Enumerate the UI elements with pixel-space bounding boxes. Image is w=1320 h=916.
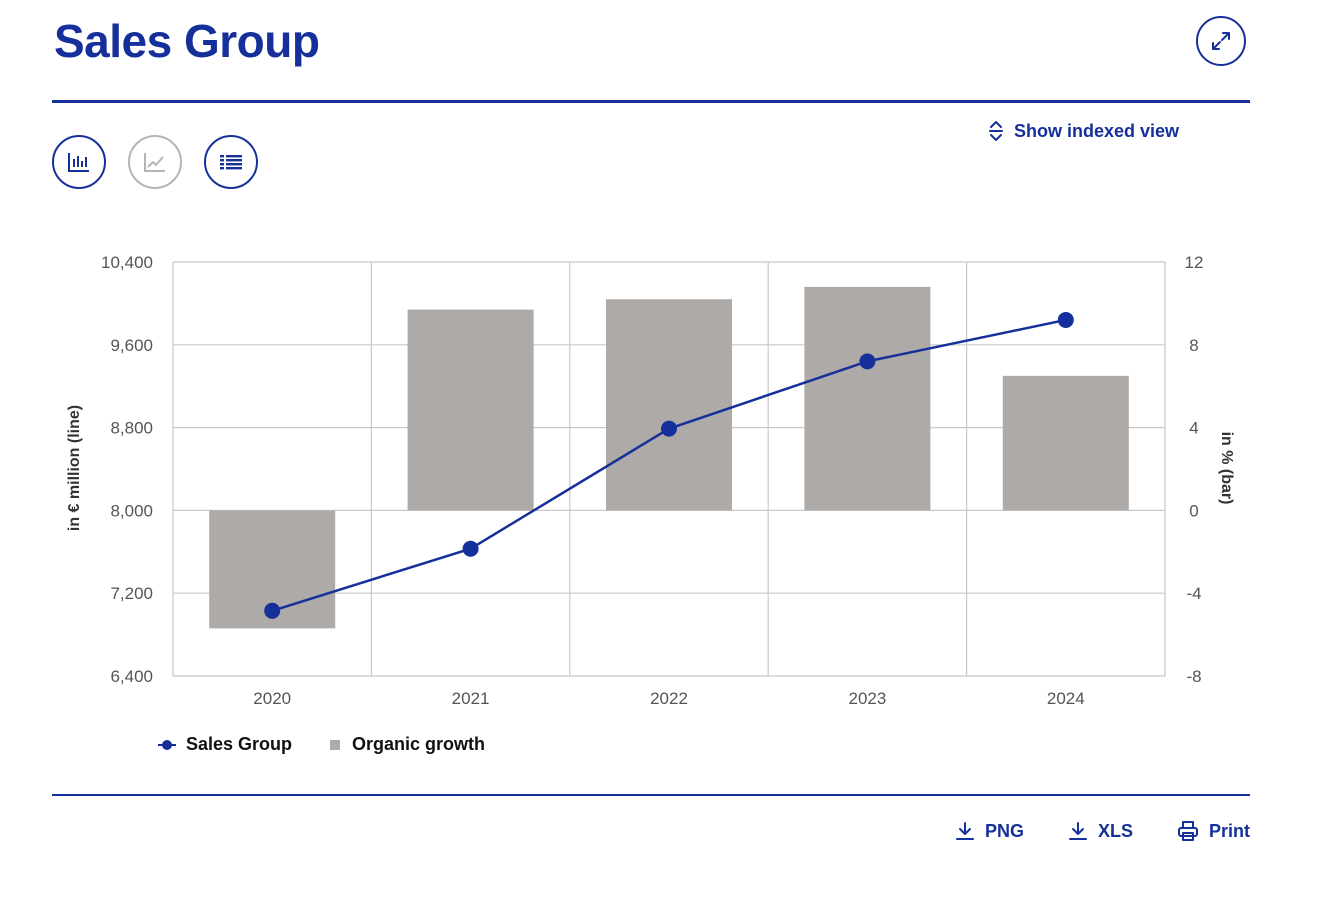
footer-divider [52,794,1250,796]
sales-group-point [1057,311,1074,328]
right-tick-label: 8 [1189,336,1198,355]
right-axis-title: in % (bar) [1218,432,1235,505]
header-divider [52,100,1250,103]
organic-growth-bar [804,286,931,511]
expand-collapse-icon [989,121,1003,141]
bar-chart-icon [68,153,89,172]
table-view-button[interactable] [204,135,258,189]
print-button[interactable]: Print [1177,820,1250,842]
left-tick-label: 8,000 [110,501,153,520]
show-indexed-view-toggle[interactable]: Show indexed view [988,120,1179,142]
organic-growth-bar [606,299,732,511]
right-tick-label: 0 [1189,501,1198,520]
download-png-button[interactable]: PNG [955,820,1024,842]
download-icon [1068,822,1087,840]
left-tick-label: 9,600 [110,336,153,355]
right-tick-label: 4 [1189,419,1198,438]
expand-icon [1212,32,1230,50]
page-title: Sales Group [54,15,320,67]
download-xls-button[interactable]: XLS [1068,820,1133,842]
right-tick-label: -4 [1186,584,1201,603]
sales-group-point [264,602,281,619]
left-tick-label: 8,800 [110,419,153,438]
line-chart-view-button[interactable] [128,135,182,189]
legend-item-sales-group[interactable]: Sales Group [158,734,292,755]
show-indexed-view-label: Show indexed view [1014,120,1180,141]
left-tick-label: 10,400 [101,253,153,272]
print-label: Print [1208,820,1250,841]
sales-group-point [859,353,876,370]
sales-group-point [661,420,677,437]
sales-chart: 6,400 -8 7,200 -4 8,000 0 8,800 4 9,600 8 10,400 12… [66,253,1235,708]
line-marker-icon [158,739,176,750]
left-tick-label: 6,400 [110,667,153,686]
x-tick-label: 2024 [1047,689,1085,708]
x-tick-label: 2023 [848,689,886,708]
right-tick-label: -8 [1186,667,1201,686]
bar-chart-view-button[interactable] [52,135,106,189]
organic-growth-bar [407,309,534,511]
sales-group-point [462,540,479,557]
table-icon [220,155,242,170]
left-axis-title: in € million (line) [66,405,83,531]
organic-growth-bar [1002,375,1129,511]
legend-label-organic-growth: Organic growth [352,734,486,754]
x-tick-label: 2021 [452,689,490,708]
footer-actions: PNG XLS Print [955,820,1250,842]
legend-item-organic-growth[interactable]: Organic growth [328,734,485,755]
chart-legend: Sales Group Organic growth [158,734,485,755]
download-icon [955,822,974,840]
expand-button[interactable] [1196,16,1246,66]
right-tick-label: 12 [1185,253,1204,272]
x-tick-label: 2022 [650,689,688,708]
legend-label-sales-group: Sales Group [186,734,293,754]
left-tick-label: 7,200 [110,584,153,603]
xls-label: XLS [1097,820,1133,841]
bar-swatch-icon [330,739,341,750]
png-label: PNG [984,820,1024,841]
line-chart-icon [144,153,165,172]
x-tick-label: 2020 [253,689,291,708]
printer-icon [1177,821,1198,841]
